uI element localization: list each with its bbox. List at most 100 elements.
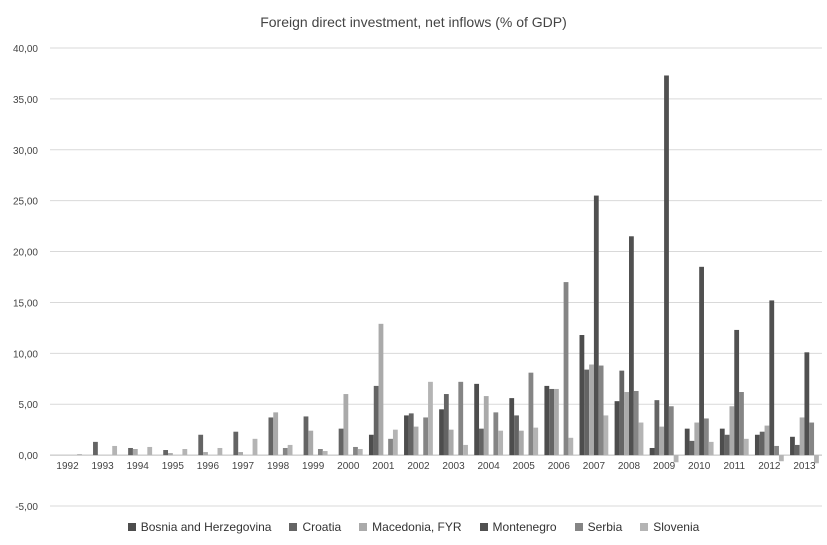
bar-slovenia bbox=[533, 427, 539, 456]
bar-macedonia-fyr bbox=[799, 417, 805, 456]
bar-croatia bbox=[443, 394, 449, 456]
bar-croatia bbox=[268, 417, 274, 456]
bar-slovenia bbox=[182, 449, 188, 456]
bar-serbia bbox=[282, 447, 288, 456]
gridlines bbox=[50, 47, 822, 507]
bar-montenegro bbox=[629, 236, 634, 456]
bar-croatia bbox=[128, 447, 133, 456]
bar-macedonia-fyr bbox=[308, 430, 314, 456]
x-tick-label: 1996 bbox=[197, 461, 220, 472]
bar-serbia bbox=[458, 381, 464, 456]
bar-macedonia-fyr bbox=[694, 422, 700, 456]
y-tick-label: 15,00 bbox=[13, 298, 38, 309]
bar-slovenia bbox=[673, 455, 679, 463]
bar-macedonia-fyr bbox=[238, 452, 243, 456]
x-tick-label: 2001 bbox=[372, 461, 395, 472]
bar-bosnia-and-herzegovina bbox=[509, 398, 515, 456]
x-tick-label: 2005 bbox=[513, 461, 536, 472]
bar-macedonia-fyr bbox=[343, 394, 349, 456]
bar-croatia bbox=[338, 428, 344, 456]
bar-slovenia bbox=[217, 447, 223, 456]
bar-slovenia bbox=[743, 438, 749, 456]
y-tick-label: 35,00 bbox=[13, 95, 38, 106]
bar-macedonia-fyr bbox=[378, 323, 384, 456]
bar-serbia bbox=[809, 422, 815, 456]
bar-bosnia-and-herzegovina bbox=[544, 385, 550, 456]
bar-macedonia-fyr bbox=[132, 449, 138, 456]
bar-slovenia bbox=[498, 430, 504, 456]
bar-croatia bbox=[514, 415, 519, 456]
bar-croatia bbox=[93, 441, 98, 456]
legend-label: Serbia bbox=[587, 520, 623, 534]
bar-macedonia-fyr bbox=[518, 430, 524, 456]
y-tick-label: 20,00 bbox=[13, 248, 38, 259]
bar-slovenia bbox=[147, 446, 153, 456]
bar-bosnia-and-herzegovina bbox=[439, 409, 444, 456]
bar-croatia bbox=[759, 431, 765, 456]
bar-macedonia-fyr bbox=[448, 429, 454, 456]
bar-slovenia bbox=[778, 455, 784, 462]
x-tick-label: 2009 bbox=[653, 461, 676, 472]
bar-slovenia bbox=[252, 438, 258, 456]
legend-swatch bbox=[127, 523, 136, 531]
legend-item: Montenegro bbox=[479, 520, 557, 534]
legend-swatch bbox=[574, 523, 583, 531]
bar-serbia bbox=[563, 282, 569, 456]
x-tick-label: 2003 bbox=[442, 461, 465, 472]
y-tick-labels: -5,00 0,00 5,00 10,00 15,00 20,00 25,00 30,00 35… bbox=[13, 44, 38, 513]
bar-slovenia bbox=[77, 454, 82, 456]
x-tick-label: 2010 bbox=[688, 461, 711, 472]
bars bbox=[77, 75, 819, 464]
x-tick-label: 1994 bbox=[127, 461, 150, 472]
bar-croatia bbox=[654, 400, 660, 456]
bar-croatia bbox=[163, 450, 169, 456]
legend-swatch bbox=[479, 523, 488, 531]
legend-swatch bbox=[359, 523, 368, 531]
bar-macedonia-fyr bbox=[554, 388, 559, 456]
bar-montenegro bbox=[804, 352, 810, 456]
bar-macedonia-fyr bbox=[589, 364, 594, 456]
y-tick-label: 25,00 bbox=[13, 197, 38, 208]
bar-montenegro bbox=[593, 195, 599, 456]
x-tick-label: 1995 bbox=[162, 461, 185, 472]
legend-item: Croatia bbox=[289, 520, 341, 534]
bar-croatia bbox=[724, 434, 730, 456]
bar-croatia bbox=[233, 431, 239, 456]
x-tick-label: 2006 bbox=[548, 461, 571, 472]
bar-serbia bbox=[774, 445, 779, 456]
bar-bosnia-and-herzegovina bbox=[649, 447, 655, 456]
x-tick-labels: 1992 1993 1994 1995 1996 1997 1998 1999 2000 2001… bbox=[56, 461, 816, 472]
bar-macedonia-fyr bbox=[203, 452, 208, 456]
x-tick-label: 1998 bbox=[267, 461, 290, 472]
bar-croatia bbox=[619, 370, 625, 456]
bar-croatia bbox=[584, 369, 590, 456]
bar-croatia bbox=[373, 385, 379, 456]
bar-bosnia-and-herzegovina bbox=[684, 428, 690, 456]
bar-serbia bbox=[668, 406, 674, 456]
x-tick-label: 1999 bbox=[302, 461, 325, 472]
bar-bosnia-and-herzegovina bbox=[719, 428, 725, 456]
bar-montenegro bbox=[664, 75, 669, 456]
bar-slovenia bbox=[603, 415, 609, 456]
x-tick-label: 1993 bbox=[92, 461, 115, 472]
x-tick-label: 1997 bbox=[232, 461, 255, 472]
bar-macedonia-fyr bbox=[483, 396, 489, 456]
bar-croatia bbox=[408, 413, 414, 456]
bar-croatia bbox=[479, 428, 484, 456]
bar-serbia bbox=[423, 417, 429, 456]
bar-serbia bbox=[633, 390, 639, 456]
legend-label: Croatia bbox=[302, 520, 342, 534]
bar-serbia bbox=[739, 392, 744, 456]
legend-item: Macedonia, FYR bbox=[359, 520, 462, 534]
legend-item: Bosnia and Herzegovina bbox=[127, 520, 271, 534]
bar-slovenia bbox=[708, 441, 714, 456]
x-tick-label: 2007 bbox=[583, 461, 606, 472]
bar-serbia bbox=[388, 438, 393, 456]
bar-slovenia bbox=[428, 381, 433, 456]
bar-macedonia-fyr bbox=[413, 426, 419, 456]
bar-serbia bbox=[353, 446, 358, 456]
bar-montenegro bbox=[769, 300, 775, 456]
legend-swatch bbox=[640, 523, 649, 531]
bar-croatia bbox=[198, 434, 204, 456]
